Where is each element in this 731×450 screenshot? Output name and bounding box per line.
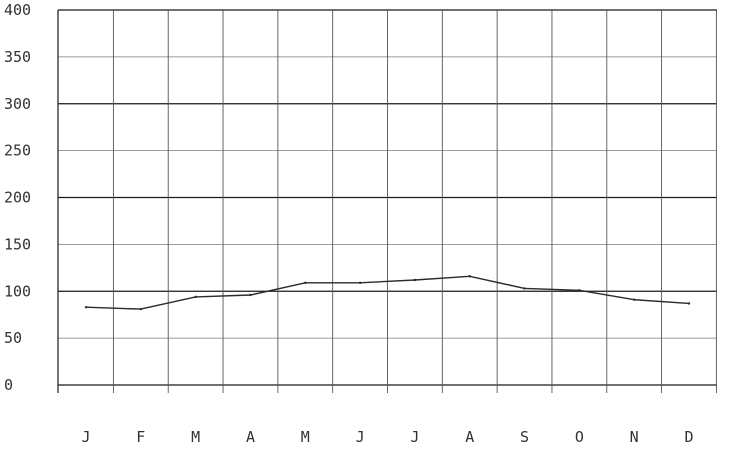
data-point [304,281,307,285]
x-tick-label: A [465,428,474,446]
data-point [139,307,143,311]
y-tick-label: 200 [4,189,31,207]
y-tick-label: 350 [4,48,31,66]
data-point [358,281,362,285]
y-tick-label: 400 [4,1,31,19]
data-point [468,275,471,278]
x-tick-label: O [575,428,584,446]
data-point [578,289,581,292]
data-point [249,293,252,297]
x-tick-label: N [630,428,639,446]
y-tick-label: 300 [4,95,31,113]
x-tick-label: S [520,428,529,446]
y-tick-label: 50 [4,329,22,347]
x-tick-label: M [301,428,310,446]
vertical-gridlines [57,10,717,393]
x-tick-label: J [81,428,90,446]
x-tick-label: M [191,428,200,446]
x-tick-label: J [410,428,419,446]
x-tick-label: J [356,428,365,446]
x-tick-label: F [136,428,145,446]
y-tick-label: 0 [4,376,13,394]
y-tick-label: 250 [4,142,31,160]
series-line [85,275,690,310]
y-tick-label: 150 [4,235,31,253]
x-tick-label: D [684,428,693,446]
x-tick-label: A [246,428,255,446]
data-point [523,287,526,290]
y-axis-tick-labels: 0 50 100 150 200 250 300 350 400 [4,1,31,394]
data-point [687,302,691,305]
y-tick-label: 100 [4,282,31,300]
data-point [413,278,417,282]
series-points [84,275,691,311]
data-point [194,295,197,299]
data-point [84,305,88,309]
data-point [632,298,636,301]
